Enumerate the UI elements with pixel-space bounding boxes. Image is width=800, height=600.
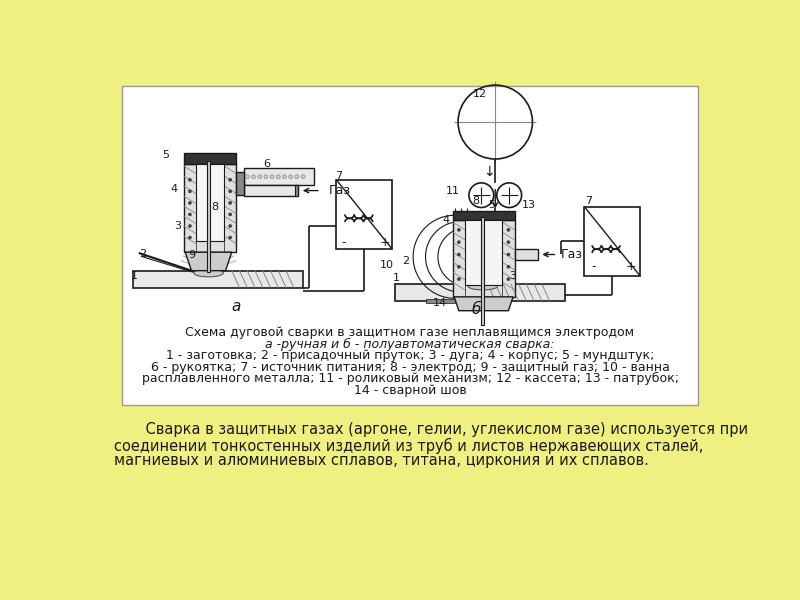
Circle shape <box>507 229 510 232</box>
Text: +: + <box>626 260 636 274</box>
Bar <box>514 249 538 260</box>
Bar <box>196 164 224 241</box>
Text: расплавленного металла; 11 - роликовый механизм; 12 - кассета; 13 - патрубок;: расплавленного металла; 11 - роликовый м… <box>142 372 678 385</box>
Text: 8: 8 <box>211 202 218 212</box>
Text: а -ручная и б - полуавтоматическая сварка:: а -ручная и б - полуавтоматическая сварк… <box>266 338 554 351</box>
Text: соединении тонкостенных изделий из труб и листов нержавеющих сталей,: соединении тонкостенных изделий из труб … <box>114 438 703 454</box>
Text: 4: 4 <box>170 184 177 194</box>
Circle shape <box>246 175 249 179</box>
Text: 8: 8 <box>472 196 479 206</box>
Text: б: б <box>471 302 481 317</box>
Text: 5: 5 <box>162 150 170 160</box>
Text: 4: 4 <box>443 215 450 225</box>
Circle shape <box>229 224 232 227</box>
Text: 9: 9 <box>188 250 195 260</box>
Circle shape <box>229 236 232 239</box>
Bar <box>122 86 698 406</box>
Circle shape <box>251 175 255 179</box>
Bar <box>295 185 298 196</box>
Ellipse shape <box>468 282 498 290</box>
Circle shape <box>264 175 268 179</box>
Text: ↓: ↓ <box>483 165 495 179</box>
Text: -: - <box>341 236 346 250</box>
Circle shape <box>507 265 510 268</box>
Text: +: + <box>380 236 390 250</box>
Bar <box>465 220 502 285</box>
Bar <box>502 220 514 297</box>
Bar <box>584 207 640 276</box>
Polygon shape <box>186 252 232 271</box>
Text: 12: 12 <box>473 89 487 98</box>
Bar <box>237 172 244 195</box>
Text: Газ: Газ <box>329 184 350 197</box>
Circle shape <box>229 213 232 216</box>
Text: 3: 3 <box>174 221 181 231</box>
Bar <box>482 217 485 325</box>
Bar <box>184 153 237 164</box>
Bar <box>133 271 303 287</box>
Bar <box>244 185 298 196</box>
Circle shape <box>507 253 510 256</box>
Text: 2: 2 <box>139 250 146 259</box>
Circle shape <box>188 224 191 227</box>
Bar <box>394 284 565 301</box>
Circle shape <box>458 229 460 232</box>
Circle shape <box>276 175 280 179</box>
Text: 1: 1 <box>130 271 138 281</box>
Text: 7: 7 <box>585 196 592 206</box>
Circle shape <box>229 190 232 193</box>
Circle shape <box>301 175 305 179</box>
Circle shape <box>188 202 191 205</box>
Circle shape <box>188 190 191 193</box>
Text: 5: 5 <box>488 200 495 210</box>
Text: 10: 10 <box>380 259 394 269</box>
Text: 1: 1 <box>393 274 399 283</box>
Circle shape <box>188 236 191 239</box>
Bar <box>184 164 196 252</box>
Circle shape <box>289 175 293 179</box>
Polygon shape <box>454 297 513 311</box>
Circle shape <box>295 175 298 179</box>
Text: 6 - рукоятка; 7 - источник питания; 8 - электрод; 9 - защитный газ; 10 - ванна: 6 - рукоятка; 7 - источник питания; 8 - … <box>150 361 670 374</box>
Circle shape <box>282 175 286 179</box>
Text: 6: 6 <box>263 160 270 169</box>
Ellipse shape <box>194 269 223 277</box>
Text: 3: 3 <box>510 271 517 281</box>
Text: 1 - заготовка; 2 - присадочный пруток; 3 - дуга; 4 - корпус; 5 - мундштук;: 1 - заготовка; 2 - присадочный пруток; 3… <box>166 349 654 362</box>
Bar <box>224 164 237 252</box>
Circle shape <box>458 265 460 268</box>
Circle shape <box>229 202 232 205</box>
Bar <box>336 180 392 249</box>
Circle shape <box>188 178 191 181</box>
Text: 13: 13 <box>522 200 535 210</box>
Text: 2: 2 <box>402 256 410 266</box>
Text: 14 - сварной шов: 14 - сварной шов <box>354 384 466 397</box>
Bar <box>453 220 514 297</box>
Circle shape <box>188 213 191 216</box>
Circle shape <box>507 278 510 281</box>
Text: магниевых и алюминиевых сплавов, титана, циркония и их сплавов.: магниевых и алюминиевых сплавов, титана,… <box>114 453 649 468</box>
Bar <box>453 220 465 297</box>
Circle shape <box>258 175 262 179</box>
Text: 14: 14 <box>432 298 446 308</box>
Bar <box>207 161 210 272</box>
Bar <box>426 299 468 303</box>
Bar <box>244 168 314 185</box>
Text: Схема дуговой сварки в защитном газе неплавящимся электродом: Схема дуговой сварки в защитном газе неп… <box>186 326 634 339</box>
Circle shape <box>507 241 510 244</box>
Text: Газ: Газ <box>561 248 583 261</box>
Circle shape <box>458 241 460 244</box>
Bar <box>453 211 514 220</box>
Text: -: - <box>591 260 596 274</box>
Text: а: а <box>231 299 240 314</box>
Circle shape <box>458 253 460 256</box>
Text: 11: 11 <box>446 187 460 196</box>
Circle shape <box>270 175 274 179</box>
Text: Сварка в защитных газах (аргоне, гелии, углекислом газе) используется при: Сварка в защитных газах (аргоне, гелии, … <box>127 422 748 437</box>
Text: 7: 7 <box>335 171 342 181</box>
Circle shape <box>458 278 460 281</box>
Circle shape <box>229 178 232 181</box>
Bar <box>184 164 237 252</box>
